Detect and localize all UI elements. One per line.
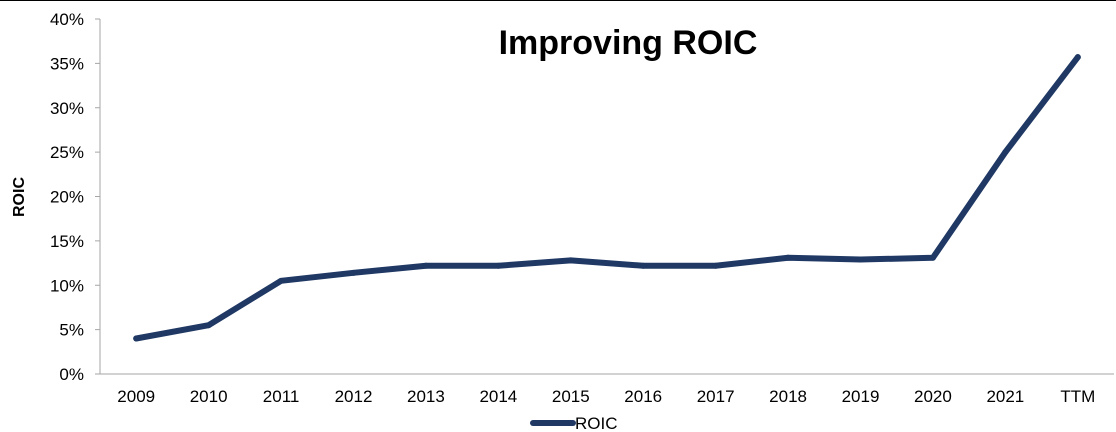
data-point — [567, 257, 574, 264]
legend-label-roic: ROIC — [575, 414, 618, 432]
x-tick-label: 2009 — [117, 387, 155, 406]
x-tick-label: 2013 — [407, 387, 445, 406]
data-point — [350, 269, 357, 276]
chart-title: Improving ROIC — [499, 24, 758, 62]
y-tick-label: 40% — [50, 10, 84, 29]
y-tick-label: 0% — [59, 365, 84, 384]
data-point — [495, 262, 502, 269]
x-tick-label: 2021 — [986, 387, 1024, 406]
x-tick-label: 2019 — [842, 387, 880, 406]
data-point — [929, 254, 936, 261]
y-tick-label: 5% — [59, 321, 84, 340]
y-tick-group: 0% 5% 10% 15% 20% 25% 30% 35% 40% — [50, 10, 100, 384]
series-layer — [133, 54, 1081, 342]
y-tick-label: 10% — [50, 276, 84, 295]
x-tick-label: TTM — [1060, 387, 1095, 406]
y-tick-label: 25% — [50, 143, 84, 162]
y-tick-label: 20% — [50, 188, 84, 207]
data-point — [640, 262, 647, 269]
x-tick-label: 2014 — [479, 387, 517, 406]
x-tick-label: 2017 — [697, 387, 735, 406]
x-tick-label: 2012 — [335, 387, 373, 406]
legend: ROIC — [530, 414, 618, 432]
x-tick-label: 2011 — [263, 387, 300, 406]
x-tick-label: 2020 — [914, 387, 952, 406]
data-point — [133, 335, 140, 342]
x-tick-label: 2018 — [769, 387, 807, 406]
y-tick-label: 15% — [50, 232, 84, 251]
data-point — [205, 322, 212, 329]
data-point — [857, 256, 864, 263]
x-tick-group: 2009 2010 2011 2012 2013 2014 2015 2016 2017 2018… — [117, 387, 1095, 406]
series-line-roic — [133, 54, 1081, 342]
data-point — [1002, 149, 1009, 156]
y-tick-label: 30% — [50, 99, 84, 118]
data-point — [712, 262, 719, 269]
x-tick-label: 2015 — [552, 387, 590, 406]
data-point — [785, 254, 792, 261]
y-tick-label: 35% — [50, 54, 84, 73]
data-point — [278, 277, 285, 284]
data-point — [422, 262, 429, 269]
y-axis-label: ROIC — [11, 177, 28, 217]
x-tick-label: 2010 — [190, 387, 228, 406]
x-tick-label: 2016 — [624, 387, 662, 406]
data-point — [1074, 54, 1081, 61]
